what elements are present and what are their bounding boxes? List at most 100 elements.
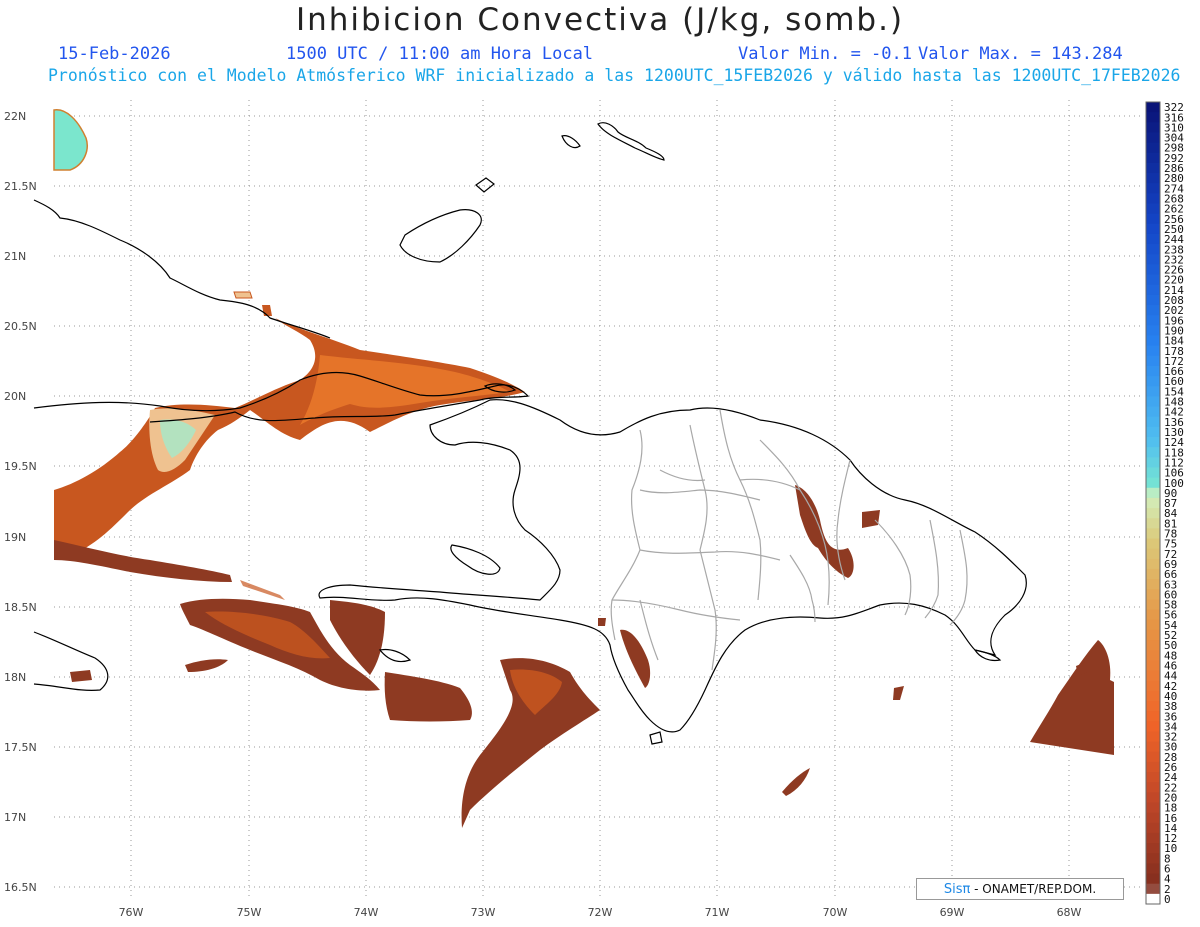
- colorbar-label: 160: [1164, 375, 1184, 388]
- colorbar-label: 286: [1164, 162, 1184, 175]
- cin-area-samana: [862, 510, 880, 528]
- colorbar-label: 54: [1164, 619, 1178, 632]
- colorbar-label: 32: [1164, 731, 1177, 744]
- colorbar-swatch: [1146, 579, 1160, 590]
- colorbar-swatch: [1146, 721, 1160, 732]
- cin-area-enriquillo: [620, 629, 651, 688]
- lon-label: 76W: [119, 906, 144, 919]
- cin-area-speck-2: [893, 686, 904, 700]
- colorbar-swatch: [1146, 528, 1160, 540]
- colorbar-label: 34: [1164, 720, 1178, 733]
- colorbar-label: 28: [1164, 751, 1177, 764]
- cin-area-dots: [240, 580, 285, 600]
- cuba-coast: [33, 371, 530, 423]
- colorbar-label: 16: [1164, 812, 1177, 825]
- colorbar-swatch: [1146, 853, 1160, 864]
- colorbar-swatch: [1146, 365, 1160, 377]
- colorbar-label: 142: [1164, 406, 1184, 419]
- colorbar-swatch: [1146, 203, 1160, 215]
- colorbar-swatch: [1146, 173, 1160, 184]
- colorbar-label: 66: [1164, 568, 1177, 581]
- tortuga-coast: [483, 383, 517, 393]
- cin-area-jamaica-speck: [70, 670, 92, 682]
- colorbar-swatch: [1146, 487, 1160, 499]
- max-value-label: Valor Max. = 143.284: [918, 44, 1123, 64]
- colorbar-swatch: [1146, 558, 1160, 570]
- colorbar-swatch: [1146, 497, 1160, 509]
- cin-area-speck: [598, 618, 606, 626]
- colorbar-swatch: [1146, 254, 1160, 265]
- lat-label: 17N: [4, 811, 26, 824]
- cin-area-east-large: [1030, 640, 1114, 755]
- colorbar-label: 84: [1164, 507, 1178, 520]
- cin-area-islet: [233, 291, 253, 299]
- graticule: [54, 100, 1140, 900]
- colorbar: 3223163103042982922862802742682622562502…: [1145, 101, 1184, 906]
- lat-label: 21.5N: [4, 180, 37, 193]
- colorbar-label: 2: [1164, 883, 1171, 896]
- colorbar-label: 220: [1164, 274, 1184, 287]
- colorbar-label: 42: [1164, 680, 1177, 693]
- time-label: 1500 UTC / 11:00 am Hora Local: [286, 44, 594, 64]
- colorbar-swatch: [1146, 386, 1160, 397]
- lat-axis: 22N 21.5N 21N 20.5N 20N 19.5N 19N 18.5N …: [4, 110, 37, 894]
- beata: [649, 731, 663, 745]
- coastlines: [33, 122, 1027, 745]
- colorbar-label: 322: [1164, 101, 1184, 114]
- lat-label: 20.5N: [4, 320, 37, 333]
- colorbar-label: 90: [1164, 487, 1177, 500]
- colorbar-label: 44: [1164, 670, 1178, 683]
- colorbar-label: 136: [1164, 416, 1184, 429]
- colorbar-label: 250: [1164, 223, 1184, 236]
- colorbar-swatch: [1146, 112, 1160, 123]
- cin-area-cibao: [795, 485, 854, 578]
- lon-axis: 76W 75W 74W 73W 72W 71W 70W 69W 68W: [119, 906, 1082, 919]
- colorbar-swatch: [1146, 609, 1160, 621]
- province-boundaries: [610, 409, 968, 671]
- cin-area-north-band: [54, 318, 525, 558]
- colorbar-label: 106: [1164, 467, 1184, 480]
- cin-area-south-block: [384, 672, 472, 722]
- colorbar-label: 6: [1164, 863, 1171, 876]
- colorbar-swatch: [1146, 152, 1160, 164]
- brand-logo: Sisπ: [943, 882, 971, 897]
- credit-box: Sisπ - ONAMET/REP.DOM.: [916, 878, 1124, 900]
- colorbar-swatch: [1146, 772, 1160, 783]
- colorbar-label: 232: [1164, 253, 1184, 266]
- saona: [973, 649, 1002, 662]
- colorbar-swatch: [1146, 680, 1160, 692]
- colorbar-swatch: [1146, 731, 1160, 743]
- colorbar-swatch: [1146, 325, 1160, 336]
- colorbar-label: 46: [1164, 659, 1177, 672]
- colorbar-label: 36: [1164, 710, 1177, 723]
- colorbar-label: 63: [1164, 578, 1177, 591]
- colorbar-swatch: [1146, 477, 1160, 489]
- lon-label: 68W: [1057, 906, 1082, 919]
- colorbar-label: 72: [1164, 548, 1177, 561]
- model-note: Pronóstico con el Modelo Atmósferico WRF…: [48, 66, 1181, 85]
- colorbar-swatch: [1146, 751, 1160, 763]
- colorbar-label: 30: [1164, 741, 1177, 754]
- colorbar-swatch: [1146, 122, 1160, 133]
- colorbar-swatch: [1146, 812, 1160, 824]
- colorbar-label: 256: [1164, 213, 1184, 226]
- colorbar-label: 292: [1164, 152, 1184, 165]
- colorbar-swatch: [1146, 335, 1160, 347]
- colorbar-swatch: [1146, 792, 1160, 803]
- colorbar-swatch: [1146, 640, 1160, 651]
- lat-label: 18N: [4, 671, 26, 684]
- colorbar-swatch: [1146, 548, 1160, 560]
- colorbar-swatch: [1146, 132, 1160, 144]
- colorbar-label: 26: [1164, 761, 1177, 774]
- colorbar-label: 81: [1164, 517, 1177, 530]
- colorbar-swatch: [1146, 832, 1160, 844]
- cin-area-east-small: [1076, 662, 1088, 676]
- colorbar-label: 100: [1164, 477, 1184, 490]
- colorbar-label: 154: [1164, 385, 1184, 398]
- colorbar-swatch: [1146, 650, 1160, 661]
- colorbar-label: 316: [1164, 111, 1184, 124]
- lat-label: 22N: [4, 110, 26, 123]
- lat-label: 17.5N: [4, 741, 37, 754]
- colorbar-label: 262: [1164, 203, 1184, 216]
- colorbar-label: 274: [1164, 182, 1184, 195]
